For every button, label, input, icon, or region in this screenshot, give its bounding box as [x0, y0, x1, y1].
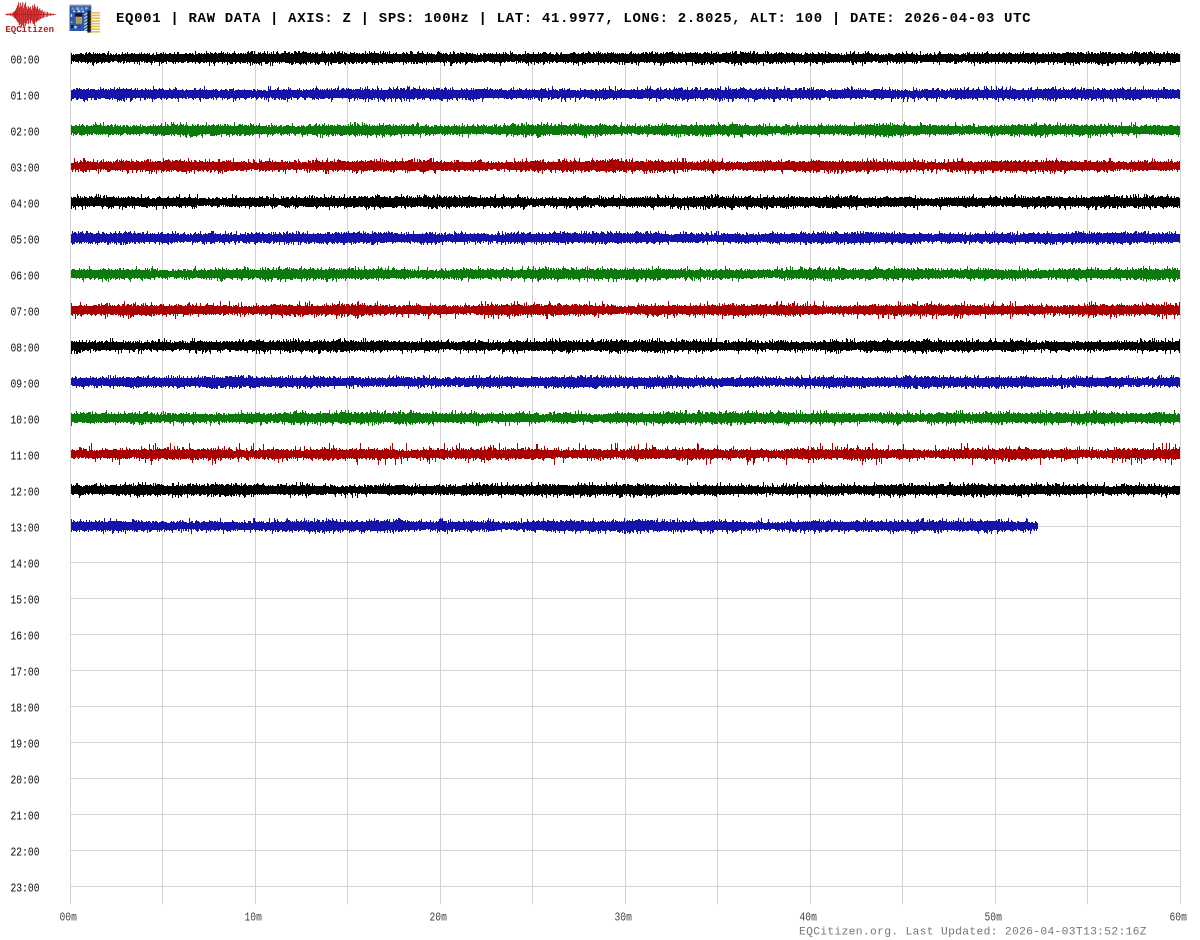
svg-text:23:00: 23:00 — [10, 883, 39, 896]
svg-text:00m: 00m — [59, 912, 77, 925]
svg-text:EQCitizen: EQCitizen — [5, 25, 54, 35]
svg-text:05:00: 05:00 — [10, 235, 39, 248]
svg-text:18:00: 18:00 — [10, 703, 39, 716]
svg-text:16:00: 16:00 — [10, 631, 39, 644]
svg-text:60m: 60m — [1169, 912, 1187, 925]
svg-text:06:00: 06:00 — [10, 271, 39, 284]
svg-text:12:00: 12:00 — [10, 487, 39, 500]
svg-text:21:00: 21:00 — [10, 811, 39, 824]
svg-text:07:00: 07:00 — [10, 307, 39, 320]
svg-text:22:00: 22:00 — [10, 847, 39, 860]
svg-text:00:00: 00:00 — [10, 55, 39, 68]
svg-text:04:00: 04:00 — [10, 199, 39, 212]
svg-text:19:00: 19:00 — [10, 739, 39, 752]
svg-text:11:00: 11:00 — [10, 451, 39, 464]
svg-text:40m: 40m — [799, 912, 817, 925]
svg-text:20m: 20m — [429, 912, 447, 925]
svg-text:13:00: 13:00 — [10, 523, 39, 536]
svg-text:EQCitizen.org. Last Updated: 2: EQCitizen.org. Last Updated: 2026-04-03T… — [799, 927, 1147, 939]
svg-text:03:00: 03:00 — [10, 163, 39, 176]
svg-text:30m: 30m — [614, 912, 632, 925]
svg-text:10m: 10m — [244, 912, 262, 925]
svg-text:17:00: 17:00 — [10, 667, 39, 680]
svg-text:08:00: 08:00 — [10, 343, 39, 356]
svg-text:14:00: 14:00 — [10, 559, 39, 572]
svg-text:EQ001 | RAW DATA | AXIS: Z | S: EQ001 | RAW DATA | AXIS: Z | SPS: 100Hz … — [116, 11, 1031, 27]
svg-text:20:00: 20:00 — [10, 775, 39, 788]
svg-text:15:00: 15:00 — [10, 595, 39, 608]
svg-text:01:00: 01:00 — [10, 91, 39, 104]
svg-text:10:00: 10:00 — [10, 415, 39, 428]
svg-text:02:00: 02:00 — [10, 127, 39, 140]
svg-text:09:00: 09:00 — [10, 379, 39, 392]
svg-text:50m: 50m — [984, 912, 1002, 925]
